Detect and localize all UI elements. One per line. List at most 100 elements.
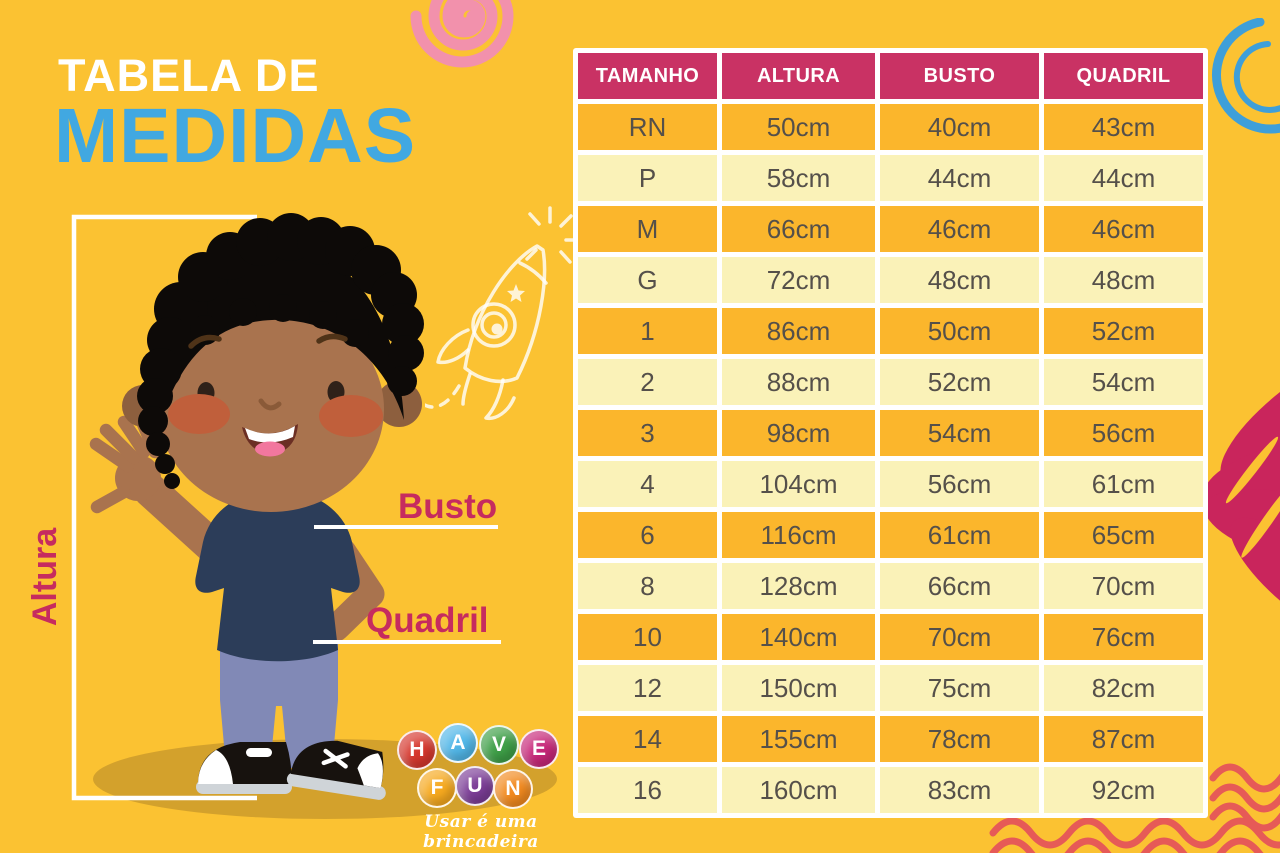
bust-pointer-line bbox=[314, 525, 498, 529]
waves-doodle-icon bbox=[989, 763, 1280, 853]
table-cell: 65cm bbox=[1044, 512, 1203, 558]
table-cell: 40cm bbox=[880, 104, 1039, 150]
table-row: 6 116cm 61cm 65cm bbox=[578, 512, 1203, 558]
table-cell: 58cm bbox=[722, 155, 875, 201]
logo-ball-h: H bbox=[397, 730, 437, 770]
size-table-body: RN 50cm 40cm 43cm P 58cm 44cm 44cm M 66cm 46cm 46cm… bbox=[578, 104, 1203, 813]
table-cell: 56cm bbox=[880, 461, 1039, 507]
table-cell: 6 bbox=[578, 512, 717, 558]
table-cell: G bbox=[578, 257, 717, 303]
table-cell: 87cm bbox=[1044, 716, 1203, 762]
table-cell: 155cm bbox=[722, 716, 875, 762]
table-cell: 78cm bbox=[880, 716, 1039, 762]
table-cell: 116cm bbox=[722, 512, 875, 558]
table-cell: 140cm bbox=[722, 614, 875, 660]
table-row: M 66cm 46cm 46cm bbox=[578, 206, 1203, 252]
hip-pointer-line bbox=[313, 640, 501, 644]
table-cell: 160cm bbox=[722, 767, 875, 813]
table-cell: 48cm bbox=[1044, 257, 1203, 303]
table-row: 3 98cm 54cm 56cm bbox=[578, 410, 1203, 456]
table-cell: 61cm bbox=[1044, 461, 1203, 507]
table-cell: 52cm bbox=[880, 359, 1039, 405]
table-column-header: QUADRIL bbox=[1044, 53, 1203, 99]
table-column-header: BUSTO bbox=[880, 53, 1039, 99]
table-row: P 58cm 44cm 44cm bbox=[578, 155, 1203, 201]
table-cell: 56cm bbox=[1044, 410, 1203, 456]
table-cell: 86cm bbox=[722, 308, 875, 354]
logo-tagline: Usar é uma brincadeira bbox=[423, 812, 539, 852]
table-row: 4 104cm 56cm 61cm bbox=[578, 461, 1203, 507]
table-cell: 1 bbox=[578, 308, 717, 354]
logo-ball-f: F bbox=[417, 768, 457, 808]
table-row: 14 155cm 78cm 87cm bbox=[578, 716, 1203, 762]
table-column-header: TAMANHO bbox=[578, 53, 717, 99]
height-bracket bbox=[71, 214, 257, 801]
table-cell: 150cm bbox=[722, 665, 875, 711]
petals-doodle-icon bbox=[1204, 350, 1280, 640]
table-row: 12 150cm 75cm 82cm bbox=[578, 665, 1203, 711]
table-cell: 46cm bbox=[1044, 206, 1203, 252]
table-cell: P bbox=[578, 155, 717, 201]
table-cell: 16 bbox=[578, 767, 717, 813]
rocket-doodle-icon bbox=[425, 206, 575, 421]
table-cell: 48cm bbox=[880, 257, 1039, 303]
table-row: 10 140cm 70cm 76cm bbox=[578, 614, 1203, 660]
circle-doodle-icon bbox=[1211, 18, 1280, 134]
table-row: 2 88cm 52cm 54cm bbox=[578, 359, 1203, 405]
table-cell: 2 bbox=[578, 359, 717, 405]
size-table-header-row: TAMANHO ALTURA BUSTO QUADRIL bbox=[578, 53, 1203, 99]
table-cell: 14 bbox=[578, 716, 717, 762]
table-cell: 70cm bbox=[880, 614, 1039, 660]
table-cell: 54cm bbox=[1044, 359, 1203, 405]
table-cell: 3 bbox=[578, 410, 717, 456]
table-cell: 12 bbox=[578, 665, 717, 711]
table-cell: 82cm bbox=[1044, 665, 1203, 711]
table-cell: 8 bbox=[578, 563, 717, 609]
table-cell: 72cm bbox=[722, 257, 875, 303]
table-cell: 4 bbox=[578, 461, 717, 507]
hip-measure-label: Quadril bbox=[366, 601, 489, 640]
table-cell: M bbox=[578, 206, 717, 252]
poster-title-line2: MEDIDAS bbox=[54, 93, 417, 179]
table-cell: 76cm bbox=[1044, 614, 1203, 660]
table-row: 16 160cm 83cm 92cm bbox=[578, 767, 1203, 813]
table-cell: 50cm bbox=[722, 104, 875, 150]
table-cell: RN bbox=[578, 104, 717, 150]
table-cell: 98cm bbox=[722, 410, 875, 456]
height-measure-label: Altura bbox=[26, 527, 64, 627]
bust-measure-label: Busto bbox=[398, 487, 498, 526]
table-cell: 66cm bbox=[880, 563, 1039, 609]
table-cell: 50cm bbox=[880, 308, 1039, 354]
logo-ball-a: A bbox=[438, 723, 478, 763]
table-cell: 52cm bbox=[1044, 308, 1203, 354]
table-cell: 10 bbox=[578, 614, 717, 660]
table-cell: 128cm bbox=[722, 563, 875, 609]
table-row: 8 128cm 66cm 70cm bbox=[578, 563, 1203, 609]
table-cell: 83cm bbox=[880, 767, 1039, 813]
logo-ball-e: E bbox=[519, 729, 559, 769]
table-cell: 88cm bbox=[722, 359, 875, 405]
table-cell: 92cm bbox=[1044, 767, 1203, 813]
spiral-doodle-icon bbox=[410, 0, 514, 68]
table-row: 1 86cm 50cm 52cm bbox=[578, 308, 1203, 354]
logo-ball-v: V bbox=[479, 725, 519, 765]
table-cell: 44cm bbox=[880, 155, 1039, 201]
table-cell: 61cm bbox=[880, 512, 1039, 558]
table-cell: 44cm bbox=[1044, 155, 1203, 201]
size-table: TAMANHO ALTURA BUSTO QUADRIL RN 50cm 40cm 43cm… bbox=[573, 48, 1208, 818]
boy-illustration bbox=[89, 213, 424, 800]
poster-title-line1: TABELA DE bbox=[58, 50, 320, 101]
table-row: RN 50cm 40cm 43cm bbox=[578, 104, 1203, 150]
table-cell: 104cm bbox=[722, 461, 875, 507]
table-cell: 66cm bbox=[722, 206, 875, 252]
table-cell: 43cm bbox=[1044, 104, 1203, 150]
table-cell: 70cm bbox=[1044, 563, 1203, 609]
table-cell: 54cm bbox=[880, 410, 1039, 456]
table-cell: 75cm bbox=[880, 665, 1039, 711]
table-column-header: ALTURA bbox=[722, 53, 875, 99]
table-cell: 46cm bbox=[880, 206, 1039, 252]
logo-ball-u: U bbox=[455, 766, 495, 806]
logo-ball-n: N bbox=[493, 769, 533, 809]
